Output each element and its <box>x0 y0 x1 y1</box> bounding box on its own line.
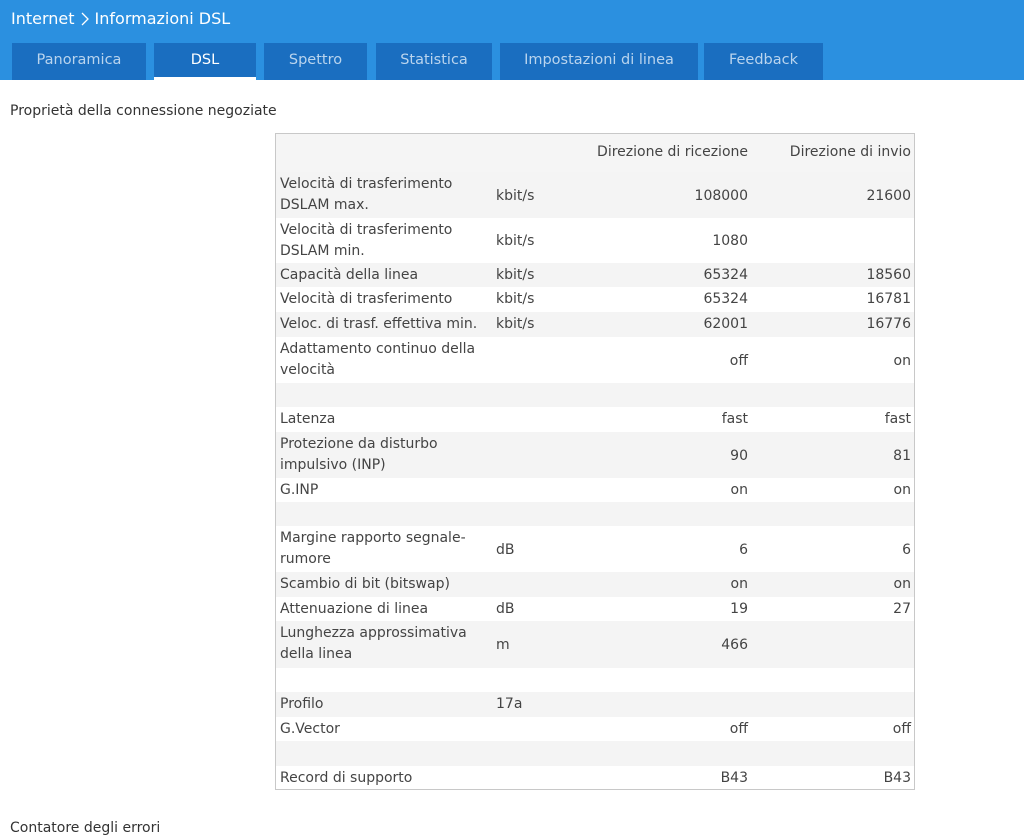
table-row: Profilo 17a <box>276 692 914 717</box>
row-unit: 17a <box>496 696 523 712</box>
row-value-receive: B43 <box>720 770 748 786</box>
row-value-receive: 108000 <box>694 188 748 204</box>
row-value-receive: 19 <box>730 601 748 617</box>
row-label: Latenza <box>280 411 336 427</box>
row-value-send: 18560 <box>866 267 911 283</box>
app-header: Internet Informazioni DSL Panoramica DSL… <box>0 0 1024 80</box>
row-unit: kbit/s <box>496 316 535 332</box>
row-value-send: 6 <box>902 542 911 558</box>
row-value-send: 21600 <box>866 188 911 204</box>
table-row <box>276 502 914 526</box>
row-unit: kbit/s <box>496 233 535 249</box>
breadcrumb: Internet Informazioni DSL <box>11 9 230 28</box>
table-header: Direzione di ricezione Direzione di invi… <box>276 134 914 173</box>
breadcrumb-current: Informazioni DSL <box>94 9 231 28</box>
connection-properties-table: Direzione di ricezione Direzione di invi… <box>275 133 915 790</box>
row-value-receive: 90 <box>730 448 748 464</box>
row-label: Capacità della linea <box>280 267 419 283</box>
row-label: Attenuazione di linea <box>280 601 429 617</box>
row-value-receive: 62001 <box>703 316 748 332</box>
row-unit: dB <box>496 542 515 558</box>
row-label: G.INP <box>280 482 319 498</box>
table-row: Veloc. di trasf. effettiva min. kbit/s 620… <box>276 312 914 337</box>
table-row: Margine rapporto segnale-rumore dB 6 6 <box>276 526 914 572</box>
row-label: G.Vector <box>280 721 340 737</box>
row-value-send: 16781 <box>866 291 911 307</box>
row-value-receive: 1080 <box>712 233 748 249</box>
row-label: Record di supporto <box>280 770 413 786</box>
table-row: Attenuazione di linea dB 19 27 <box>276 597 914 621</box>
row-value-send: 27 <box>893 601 911 617</box>
table-row: Capacità della linea kbit/s 65324 18560 <box>276 263 914 287</box>
table-row: Protezione da disturbo impulsivo (INP) 90… <box>276 432 914 478</box>
table-row: Lunghezza approssimativa della linea m 466 <box>276 621 914 668</box>
table-row: Record di supporto B43 B43 <box>276 766 914 790</box>
table-row <box>276 668 914 692</box>
row-value-receive: on <box>730 482 748 498</box>
table-row <box>276 383 914 407</box>
row-label: Adattamento continuo della velocità <box>280 341 476 378</box>
tab-dsl[interactable]: DSL <box>154 43 256 80</box>
row-label: Scambio di bit (bitswap) <box>280 576 450 592</box>
table-row: Adattamento continuo della velocità off on <box>276 337 914 383</box>
table-row: G.Vector off off <box>276 717 914 741</box>
tab-panoramica[interactable]: Panoramica <box>12 43 146 80</box>
tab-statistica[interactable]: Statistica <box>376 43 492 80</box>
row-value-send: 16776 <box>866 316 911 332</box>
row-label: Lunghezza approssimativa della linea <box>280 625 467 662</box>
table-row: Latenza fast fast <box>276 407 914 432</box>
row-unit: kbit/s <box>496 291 535 307</box>
table-row: Scambio di bit (bitswap) on on <box>276 572 914 597</box>
row-value-send: fast <box>884 411 911 427</box>
column-header-receive: Direzione di ricezione <box>597 144 748 160</box>
column-header-send: Direzione di invio <box>789 144 911 160</box>
tab-spettro[interactable]: Spettro <box>264 43 367 80</box>
section-title-connection-properties: Proprietà della connessione negoziate <box>10 103 277 119</box>
row-label: Veloc. di trasf. effettiva min. <box>280 316 478 332</box>
chevron-right-icon <box>81 11 89 27</box>
row-value-receive: off <box>729 353 748 369</box>
row-unit: dB <box>496 601 515 617</box>
tab-feedback[interactable]: Feedback <box>704 43 823 80</box>
row-value-send: off <box>892 721 911 737</box>
row-value-send: 81 <box>893 448 911 464</box>
table-row: Velocità di trasferimento DSLAM min. kbit… <box>276 218 914 263</box>
row-label: Protezione da disturbo impulsivo (INP) <box>280 436 438 473</box>
row-value-send: on <box>893 353 911 369</box>
row-value-send: on <box>893 482 911 498</box>
row-label: Margine rapporto segnale-rumore <box>280 530 466 567</box>
table-row: G.INP on on <box>276 478 914 502</box>
row-label: Profilo <box>280 696 324 712</box>
table-row: Velocità di trasferimento attualekbit/s6… <box>276 287 914 328</box>
row-value-receive: on <box>730 576 748 592</box>
tab-impostazioni-di-linea[interactable]: Impostazioni di linea <box>500 43 698 80</box>
row-value-receive: 65324 <box>703 267 748 283</box>
table-row <box>276 741 914 766</box>
row-value-send: on <box>893 576 911 592</box>
table-row: Velocità di trasferimento DSLAM max. kbit… <box>276 172 914 218</box>
section-title-error-counter: Contatore degli errori <box>10 820 161 836</box>
row-value-receive: off <box>729 721 748 737</box>
row-value-receive: 65324 <box>703 291 748 307</box>
row-value-receive: 466 <box>721 637 748 653</box>
row-value-receive: fast <box>721 411 748 427</box>
row-value-send: B43 <box>883 770 911 786</box>
breadcrumb-parent-link[interactable]: Internet <box>11 9 75 28</box>
row-unit: m <box>496 637 510 653</box>
row-label: Velocità di trasferimento DSLAM max. <box>280 176 453 213</box>
row-unit: kbit/s <box>496 188 535 204</box>
row-value-receive: 6 <box>739 542 748 558</box>
row-label: Velocità di trasferimento DSLAM min. <box>280 222 453 259</box>
row-unit: kbit/s <box>496 267 535 283</box>
